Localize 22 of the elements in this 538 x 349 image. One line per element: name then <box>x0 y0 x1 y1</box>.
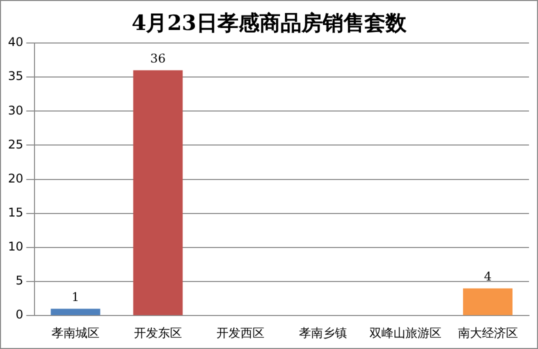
y-tick-label: 30 <box>8 103 24 118</box>
x-tick-label: 南大经济区 <box>458 326 518 340</box>
y-tick-label: 0 <box>16 308 24 322</box>
bar <box>463 288 513 316</box>
y-tick-label: 20 <box>8 171 24 186</box>
bar <box>133 70 183 316</box>
x-tick-label: 开发西区 <box>216 326 264 340</box>
y-tick-label: 25 <box>8 137 24 152</box>
data-label: 4 <box>484 269 492 284</box>
chart-title: 4月23日孝感商品房销售套数 <box>130 9 408 37</box>
y-tick-label: 10 <box>8 240 24 254</box>
x-tick-label: 双峰山旅游区 <box>369 326 442 340</box>
y-tick-label: 5 <box>16 274 24 288</box>
x-tick-label: 孝南城区 <box>51 326 100 340</box>
x-tick-label: 开发东区 <box>134 326 182 340</box>
data-label: 36 <box>150 51 166 66</box>
y-tick-label: 35 <box>8 69 24 84</box>
data-label: 1 <box>72 290 80 304</box>
y-tick-label: 15 <box>8 206 24 220</box>
x-tick-label: 孝南乡镇 <box>298 326 347 340</box>
bar <box>50 308 100 316</box>
y-tick-label: 40 <box>8 35 24 50</box>
